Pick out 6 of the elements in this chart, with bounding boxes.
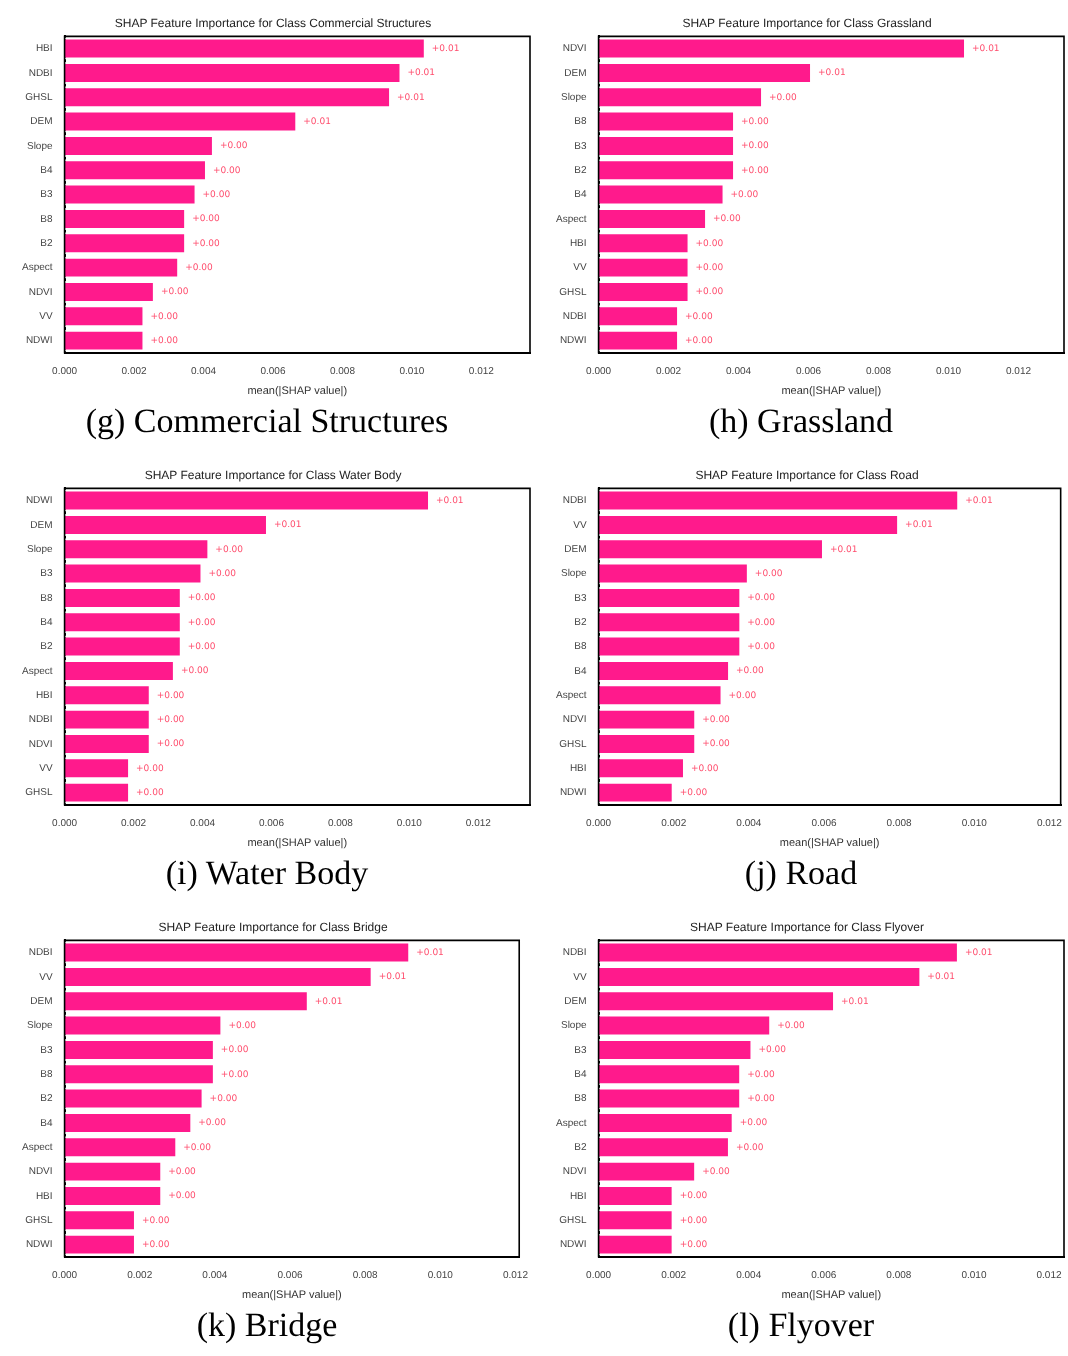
text: (h) Grassland xyxy=(706,400,896,444)
text: (g) Commercial Structures xyxy=(83,400,451,444)
text: (l) Flyover xyxy=(725,1304,877,1348)
text: (k) Bridge xyxy=(194,1304,340,1348)
text: (j) Road xyxy=(742,852,860,896)
text: (i) Water Body xyxy=(163,852,371,896)
